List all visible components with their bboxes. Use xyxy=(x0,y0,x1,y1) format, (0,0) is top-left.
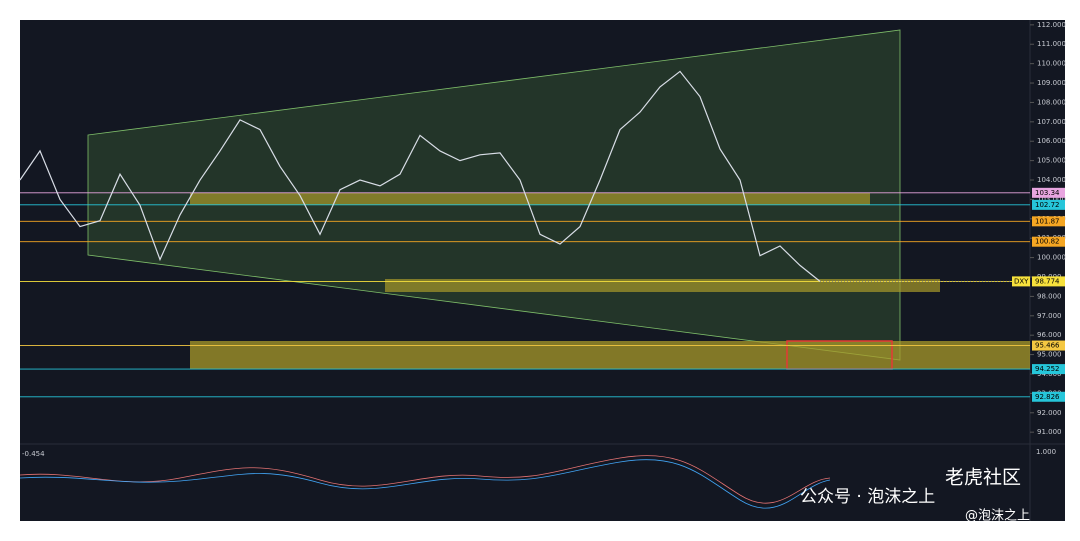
y-tick-label: 95.000 xyxy=(1037,351,1062,359)
y-tick-label: 112.000 xyxy=(1037,21,1066,29)
y-tick-label: 107.000 xyxy=(1037,118,1066,126)
price-line xyxy=(19,70,821,282)
y-tick-label: 97.000 xyxy=(1037,312,1062,320)
oscillator-tick: 1.000 xyxy=(1036,448,1056,456)
level-tag xyxy=(1032,236,1065,247)
y-tick-label: 98.000 xyxy=(1037,292,1062,300)
watermark: 老虎社区 xyxy=(945,467,1021,489)
zone xyxy=(385,279,940,292)
oscillator-line xyxy=(19,459,831,509)
level-label: 101.87 xyxy=(1035,217,1060,225)
symbol-tag xyxy=(1012,276,1030,287)
symbol-label: DXY xyxy=(1014,277,1029,285)
level-label: 103.34 xyxy=(1035,189,1060,197)
level-label: 92.826 xyxy=(1035,393,1060,401)
level-tag xyxy=(1032,187,1065,198)
level-label: 98.774 xyxy=(1035,277,1060,285)
level-label: 94.252 xyxy=(1035,365,1060,373)
level-tag xyxy=(1032,199,1065,210)
level-label: 100.82 xyxy=(1035,238,1060,246)
level-tag xyxy=(1032,340,1065,351)
zone xyxy=(190,193,870,205)
y-tick-label: 104.000 xyxy=(1037,176,1066,184)
y-tick-label: 105.000 xyxy=(1037,157,1066,165)
level-label: 102.72 xyxy=(1035,201,1060,209)
y-tick-label: 111.000 xyxy=(1037,40,1066,48)
y-tick-label: 100.000 xyxy=(1037,254,1066,262)
oscillator-value: -0.454 xyxy=(22,450,45,458)
y-tick-label: 109.000 xyxy=(1037,79,1066,87)
level-tag xyxy=(1032,216,1065,227)
y-tick-label: 96.000 xyxy=(1037,331,1062,339)
y-tick-label: 110.000 xyxy=(1037,60,1066,68)
watermark: @泡沫之上 xyxy=(965,509,1030,524)
level-tag xyxy=(1032,276,1065,287)
oscillator-line xyxy=(19,455,831,504)
watermark: 公众号 · 泡沫之上 xyxy=(800,487,935,507)
level-label: 95.466 xyxy=(1035,342,1060,350)
level-tag xyxy=(1032,391,1065,402)
y-tick-label: 108.000 xyxy=(1037,98,1066,106)
y-tick-label: 92.000 xyxy=(1037,409,1062,417)
level-tag xyxy=(1032,364,1065,375)
y-tick-label: 103.000 xyxy=(1037,195,1066,203)
y-tick-label: 91.000 xyxy=(1037,428,1062,436)
y-tick-label: 106.000 xyxy=(1037,137,1066,145)
